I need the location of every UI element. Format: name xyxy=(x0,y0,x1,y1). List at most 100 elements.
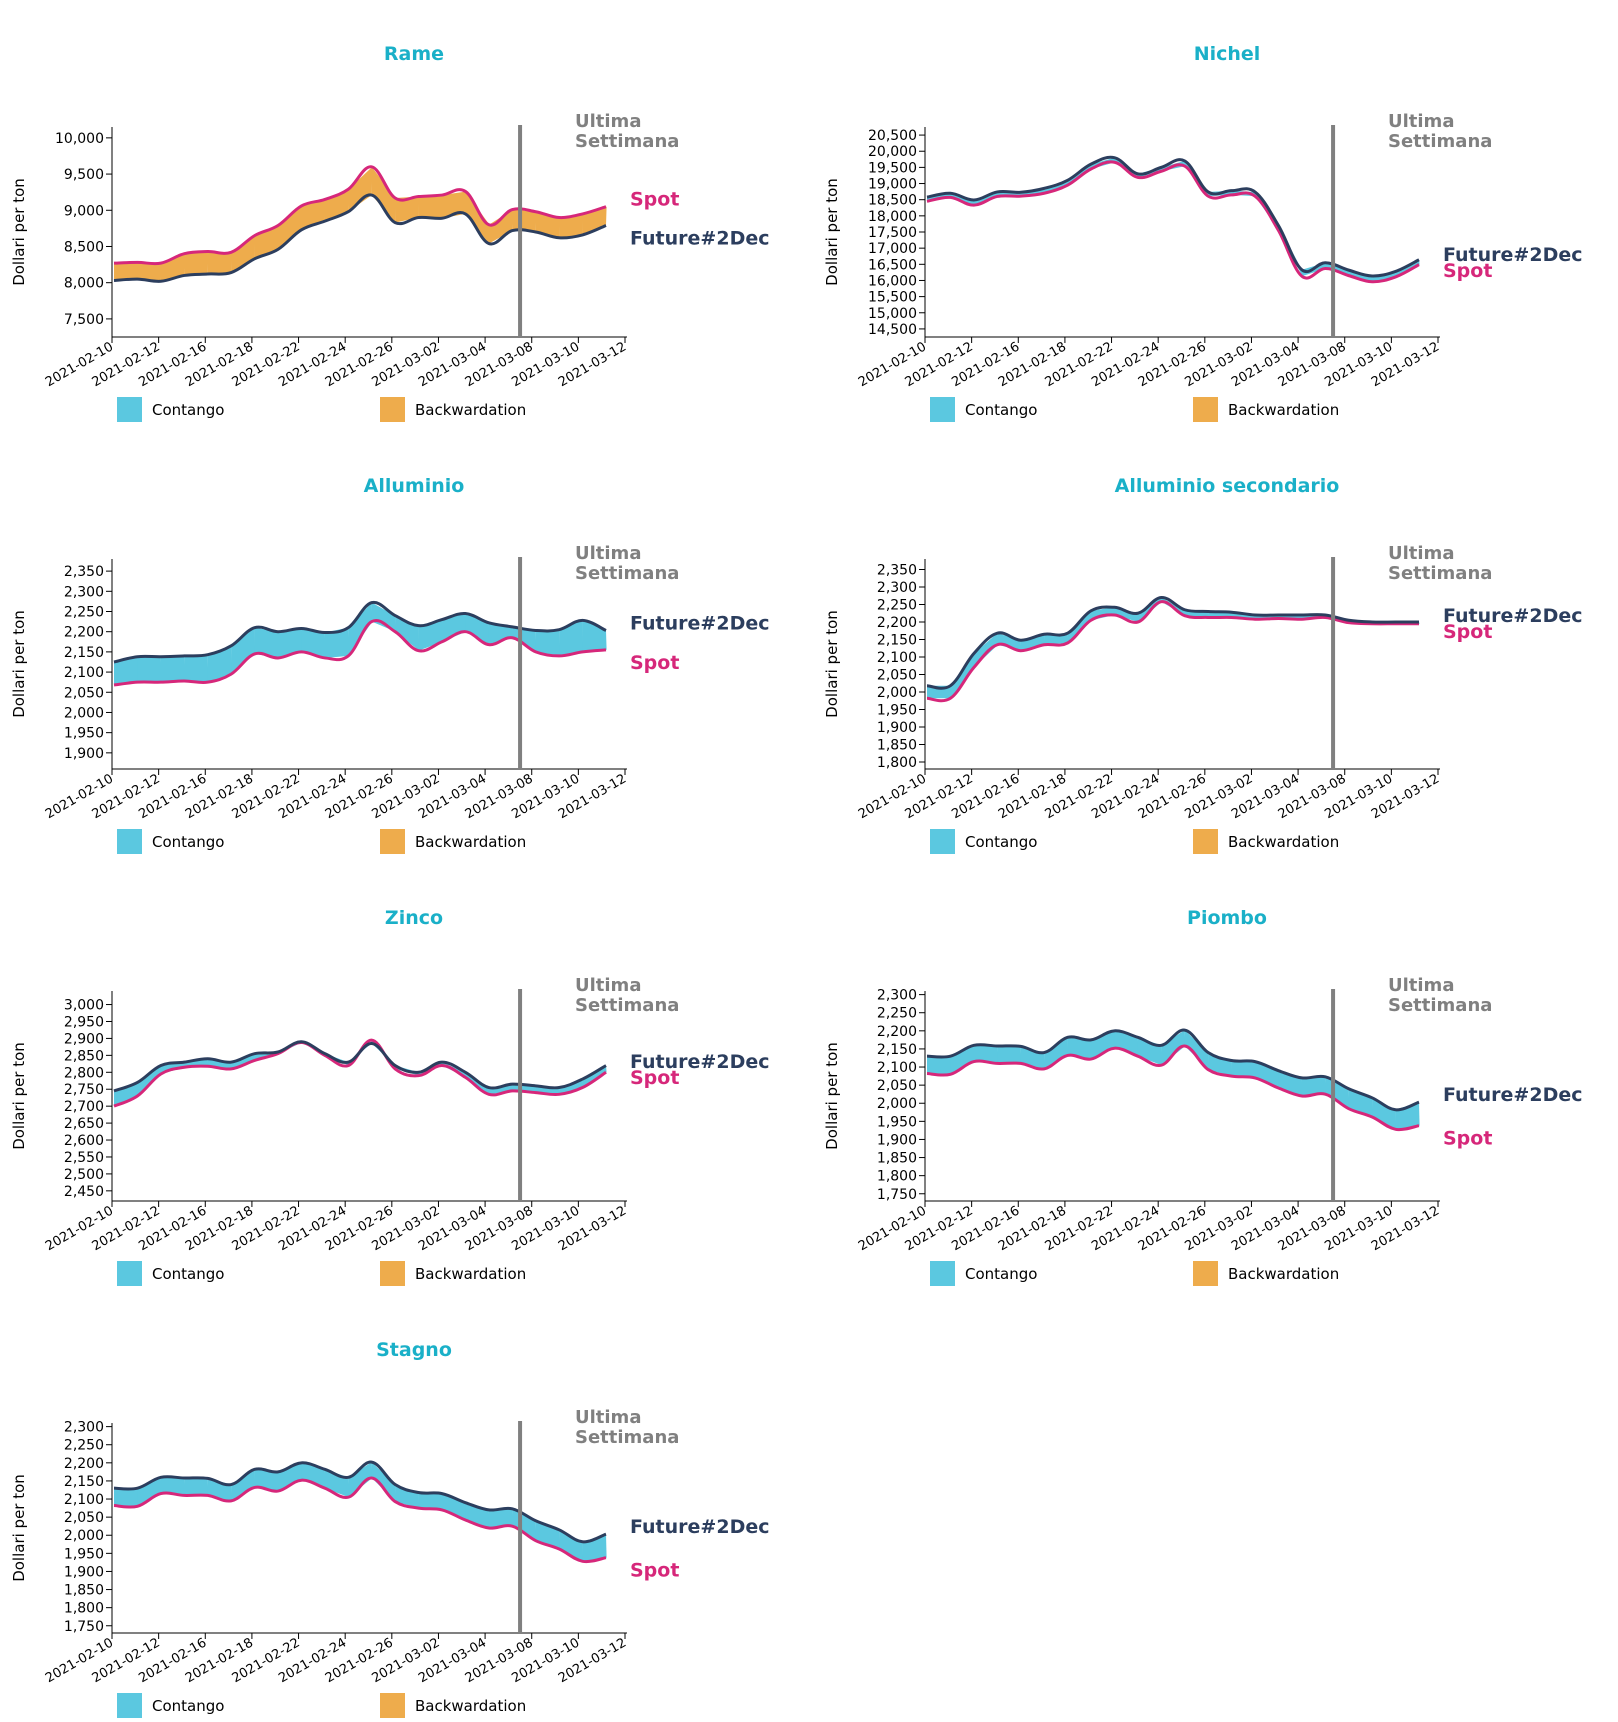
y-tick-label: 17,500 xyxy=(868,225,917,241)
legend-backwardation-label: Backwardation xyxy=(415,1697,526,1715)
y-tick-label: 20,000 xyxy=(868,144,917,160)
y-tick-label: 2,100 xyxy=(64,1492,104,1508)
legend-backwardation-label: Backwardation xyxy=(1228,833,1339,851)
y-tick-label: 1,900 xyxy=(64,746,104,762)
contango-area xyxy=(348,602,373,656)
contango-area xyxy=(442,1493,467,1521)
contango-area xyxy=(137,1477,162,1507)
future-line xyxy=(113,600,607,664)
backwardation-area xyxy=(488,209,513,244)
y-tick-label: 9,500 xyxy=(64,167,104,183)
spot-line xyxy=(926,160,1420,284)
contango-area xyxy=(184,654,209,683)
contango-area xyxy=(371,1462,396,1502)
y-tick-label: 1,950 xyxy=(877,1114,917,1130)
y-tick-label: 15,500 xyxy=(868,290,917,306)
spot-series-label: Spot xyxy=(1443,260,1492,282)
contango-area xyxy=(997,1046,1022,1064)
contango-area xyxy=(1231,1060,1256,1078)
spot-line xyxy=(926,1044,1420,1132)
contango-area xyxy=(231,627,256,675)
y-tick-label: 2,550 xyxy=(64,1150,104,1166)
marker-label-line2: Settimana xyxy=(575,1427,679,1448)
future-line xyxy=(113,193,607,283)
legend-backwardation-label: Backwardation xyxy=(1228,401,1339,419)
marker-label-line1: Ultima xyxy=(575,1407,641,1428)
contango-area xyxy=(950,193,975,206)
y-tick-label: 2,350 xyxy=(877,563,917,579)
contango-area xyxy=(950,1045,975,1075)
contango-area xyxy=(1301,1076,1326,1096)
contango-area xyxy=(927,1056,952,1075)
legend-backwardation-swatch xyxy=(380,829,405,854)
y-tick-label: 2,050 xyxy=(877,1078,917,1094)
future-line xyxy=(926,155,1420,278)
y-tick-label: 1,800 xyxy=(64,1601,104,1617)
legend-contango-swatch xyxy=(117,1261,142,1286)
y-tick-label: 14,500 xyxy=(868,322,917,338)
contango-area xyxy=(442,613,467,642)
backwardation-area xyxy=(395,196,420,223)
y-tick-label: 1,850 xyxy=(64,1583,104,1599)
contango-area xyxy=(1067,610,1092,643)
y-tick-label: 2,150 xyxy=(64,645,104,661)
y-tick-label: 2,000 xyxy=(64,1528,104,1544)
contango-area xyxy=(1067,1037,1092,1060)
backwardation-area xyxy=(278,205,303,250)
marker-label-line2: Settimana xyxy=(575,563,679,584)
y-tick-label: 2,050 xyxy=(877,668,917,684)
backwardation-area xyxy=(184,251,209,276)
y-tick-label: 2,100 xyxy=(877,650,917,666)
y-tick-label: 1,900 xyxy=(877,1132,917,1148)
chart-title: Zinco xyxy=(385,907,443,929)
contango-area xyxy=(1184,1030,1209,1070)
y-tick-label: 2,200 xyxy=(877,615,917,631)
future-line xyxy=(926,1028,1420,1112)
spot-series-label: Spot xyxy=(630,652,679,674)
contango-area xyxy=(207,645,232,683)
y-tick-label: 2,200 xyxy=(64,625,104,641)
contango-area xyxy=(371,602,396,632)
contango-area xyxy=(348,1462,373,1498)
y-tick-label: 16,000 xyxy=(868,273,917,289)
contango-area xyxy=(137,1065,162,1096)
y-tick-label: 16,500 xyxy=(868,257,917,273)
y-tick-label: 1,850 xyxy=(877,738,917,754)
y-tick-label: 2,450 xyxy=(64,1184,104,1200)
contango-area xyxy=(301,628,326,658)
y-axis-label: Dollari per ton xyxy=(10,1042,28,1150)
chart-title: Nichel xyxy=(1194,43,1261,65)
chart-title: Alluminio secondario xyxy=(1115,475,1340,497)
marker-label-line2: Settimana xyxy=(1388,563,1492,584)
legend-contango-label: Contango xyxy=(152,401,224,419)
future-line xyxy=(113,1460,607,1544)
spot-series-label: Spot xyxy=(630,1067,679,1089)
legend-backwardation-swatch xyxy=(1193,397,1218,422)
y-tick-label: 2,600 xyxy=(64,1133,104,1149)
contango-area xyxy=(997,633,1022,651)
marker-label-line1: Ultima xyxy=(1388,543,1454,564)
y-tick-label: 2,500 xyxy=(64,1167,104,1183)
y-tick-label: 7,500 xyxy=(64,312,104,328)
legend-backwardation-label: Backwardation xyxy=(1228,1265,1339,1283)
marker-label-line2: Settimana xyxy=(1388,131,1492,152)
y-tick-label: 15,000 xyxy=(868,306,917,322)
future-line xyxy=(113,1040,607,1093)
marker-label-line1: Ultima xyxy=(575,975,641,996)
contango-area xyxy=(1044,1037,1069,1069)
contango-area xyxy=(114,656,139,685)
spot-line xyxy=(113,165,607,266)
y-tick-label: 2,050 xyxy=(64,1510,104,1526)
contango-area xyxy=(1372,1097,1397,1130)
y-tick-label: 1,800 xyxy=(877,1169,917,1185)
backwardation-area xyxy=(418,195,443,219)
y-axis-label: Dollari per ton xyxy=(10,610,28,718)
marker-label-line2: Settimana xyxy=(1388,995,1492,1016)
y-tick-label: 1,950 xyxy=(877,703,917,719)
y-tick-label: 2,150 xyxy=(877,1042,917,1058)
chart-title: Rame xyxy=(384,43,444,65)
y-tick-label: 18,500 xyxy=(868,193,917,209)
spot-series-label: Spot xyxy=(630,189,679,211)
y-tick-label: 18,000 xyxy=(868,209,917,225)
legend-contango-label: Contango xyxy=(965,1265,1037,1283)
